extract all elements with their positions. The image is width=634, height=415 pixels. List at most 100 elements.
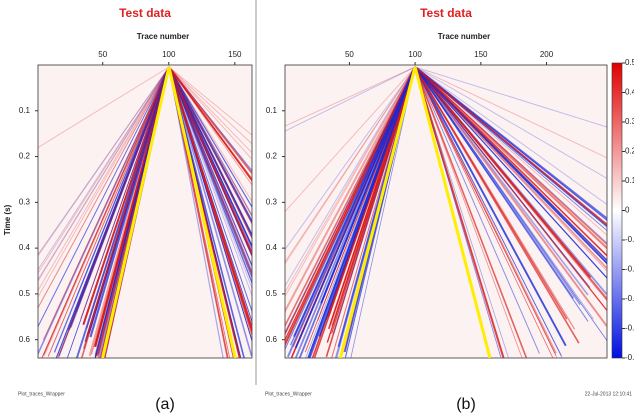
- wave-event: [38, 66, 170, 309]
- chart-title: Test data: [119, 6, 171, 20]
- faint-event: [38, 66, 170, 298]
- y-tick-label: 0.2: [266, 152, 278, 161]
- wave-event: [80, 66, 170, 320]
- faint-event: [168, 66, 252, 136]
- faint-event: [168, 66, 252, 296]
- x-tick-label: 50: [345, 50, 354, 59]
- faint-event: [285, 66, 416, 264]
- wavefield: [38, 66, 252, 358]
- y-tick-label: 0.3: [19, 197, 31, 206]
- faint-event: [285, 66, 416, 287]
- colorbar-tick-label: 0: [625, 206, 630, 215]
- wave-event: [38, 66, 170, 356]
- wave-event: [414, 66, 557, 354]
- wave-event: [414, 66, 607, 279]
- y-tick-label: 0.4: [19, 243, 31, 252]
- wave-event: [414, 66, 528, 358]
- wave-event: [168, 66, 252, 276]
- wave-event: [414, 66, 607, 226]
- faint-event: [38, 66, 170, 271]
- faint-event: [168, 66, 252, 202]
- faint-event: [168, 66, 252, 154]
- x-axis-label: Trace number: [438, 32, 490, 41]
- y-tick-label: 0.5: [266, 289, 278, 298]
- wave-event: [414, 66, 505, 358]
- y-tick-label: 0.6: [19, 335, 31, 344]
- faint-event: [285, 66, 416, 297]
- wave-event: [285, 66, 416, 341]
- y-axis-label: Time (s): [3, 204, 12, 235]
- faint-event: [38, 66, 170, 148]
- faint-event: [168, 66, 252, 289]
- wave-event: [414, 66, 607, 250]
- wave-event: [168, 66, 252, 255]
- faint-event: [285, 66, 416, 127]
- faint-event: [414, 66, 607, 236]
- wave-event: [41, 66, 170, 358]
- caption: (b): [456, 396, 476, 413]
- faint-event: [38, 66, 170, 282]
- wave-event: [167, 66, 252, 278]
- faint-event: [168, 66, 252, 145]
- wave-event: [57, 66, 170, 358]
- wavefield: [285, 66, 607, 358]
- wave-event: [414, 66, 558, 358]
- y-tick-label: 0.4: [266, 243, 278, 252]
- wave-event: [414, 66, 589, 322]
- wave-event: [168, 66, 252, 182]
- wave-event: [168, 66, 252, 285]
- faint-event: [414, 66, 607, 225]
- faint-event: [414, 66, 607, 159]
- x-axis-label: Trace number: [137, 32, 189, 41]
- colorbar-tick-label: -0.1: [625, 235, 634, 244]
- footer: Plot_traces_Wrapper: [18, 391, 65, 397]
- y-tick-label: 0.5: [19, 289, 31, 298]
- wave-event: [414, 66, 591, 288]
- mute-line: [101, 66, 237, 358]
- colorbar-tick-label: -0.2: [625, 265, 634, 274]
- caption: (a): [155, 396, 175, 413]
- wave-event: [42, 66, 170, 341]
- wave-event: [414, 66, 589, 296]
- faint-event: [38, 66, 170, 274]
- faint-event: [285, 66, 416, 263]
- wave-event: [414, 66, 567, 347]
- faint-event: [38, 66, 170, 255]
- y-tick-label: 0.1: [266, 106, 278, 115]
- wave-event: [285, 66, 416, 314]
- faint-event: [414, 66, 607, 128]
- colorbar-tick-label: 0.3: [625, 117, 634, 126]
- wave-event: [168, 66, 252, 225]
- wave-event: [168, 66, 252, 209]
- chart-title: Test data: [420, 6, 472, 20]
- wave-event: [317, 66, 416, 321]
- faint-event: [38, 66, 170, 291]
- x-tick-label: 150: [474, 50, 488, 59]
- x-tick-label: 100: [408, 50, 422, 59]
- faint-event: [414, 66, 607, 227]
- faint-event: [285, 66, 416, 132]
- colorbar-tick-label: 0.1: [625, 176, 634, 185]
- faint-event: [285, 66, 416, 250]
- wave-event: [350, 66, 416, 358]
- timestamp: 22-Jul-2013 12:10:41: [585, 391, 632, 397]
- wave-event: [414, 66, 607, 265]
- wave-event: [414, 66, 562, 357]
- wave-event: [42, 66, 170, 356]
- faint-event: [285, 66, 416, 293]
- wave-event: [285, 66, 416, 328]
- wave-event: [168, 66, 224, 358]
- x-tick-label: 50: [98, 50, 107, 59]
- wave-event: [168, 66, 252, 226]
- wave-event: [414, 66, 607, 342]
- wave-event: [168, 66, 252, 175]
- y-tick-label: 0.6: [266, 335, 278, 344]
- colorbar-tick-label: 0.2: [625, 147, 634, 156]
- wave-event: [168, 66, 252, 267]
- wave-event: [414, 66, 607, 257]
- wave-event: [330, 66, 416, 325]
- x-tick-label: 100: [162, 50, 176, 59]
- wave-event: [414, 66, 607, 327]
- colorbar: [611, 62, 623, 359]
